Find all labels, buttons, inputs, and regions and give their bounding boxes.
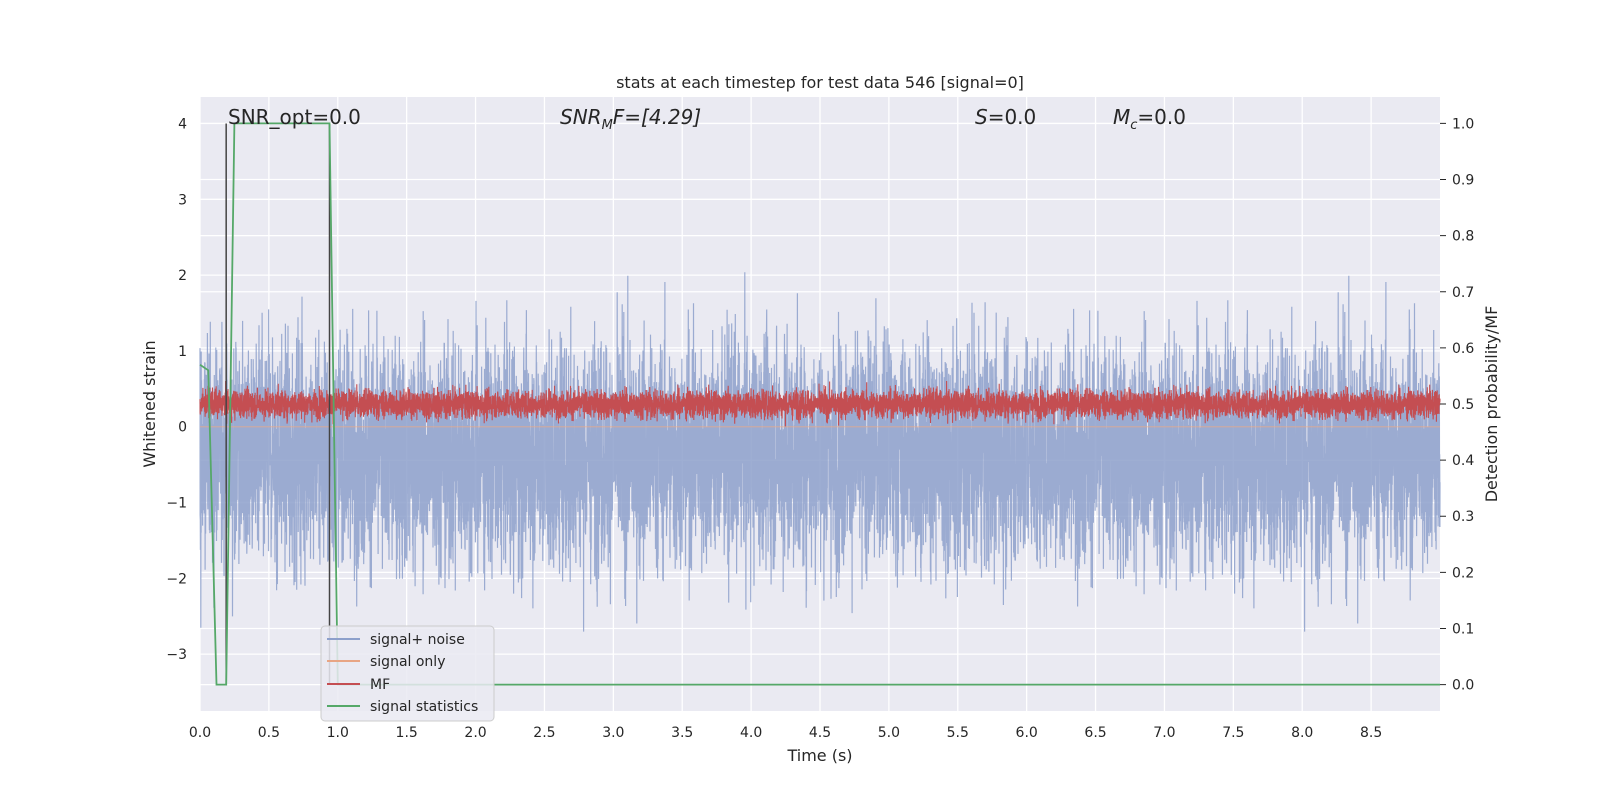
legend-box: [320, 625, 495, 722]
x-tick-label: 0.0: [189, 725, 211, 741]
y2-tick-label: 0.5: [1452, 397, 1474, 413]
legend-entry-signal-statistics: signal statistics: [370, 699, 478, 715]
y-tick-label: 2: [178, 268, 187, 284]
y2-tick-label: 0.0: [1452, 678, 1474, 694]
y2-tick-label: 0.3: [1452, 509, 1474, 525]
y-tick-label: 4: [178, 117, 187, 133]
x-tick-label: 8.5: [1360, 725, 1382, 741]
y2-tick-label: 1.0: [1452, 116, 1474, 132]
y-tick-label: −1: [166, 496, 187, 512]
annotation-s: S=0.0: [975, 105, 1036, 129]
x-tick-label: 8.0: [1291, 725, 1313, 741]
y-tick-labels: 4 3 2 1 0 −1 −2 −3: [166, 117, 187, 664]
x-tick-label: 7.5: [1222, 725, 1244, 741]
y2-tick-label: 0.7: [1452, 285, 1474, 301]
x-tick-label: 3.5: [671, 725, 693, 741]
x-tick-label: 0.5: [258, 725, 280, 741]
x-tick-label: 6.5: [1084, 725, 1106, 741]
x-tick-label: 6.0: [1016, 725, 1038, 741]
y2-tick-label: 0.8: [1452, 229, 1474, 245]
annotation-snr-mf: SNRMF=[4.29]: [560, 105, 701, 133]
annotation-snr-opt: SNR_opt=0.0: [228, 105, 361, 129]
series-mf: [199, 380, 1441, 427]
y2-tick-label: 0.1: [1452, 621, 1474, 637]
x-tick-label: 5.5: [947, 725, 969, 741]
x-tick-label: 5.0: [878, 725, 900, 741]
y2-tick-label: 0.9: [1452, 173, 1474, 189]
y-tick-label: 3: [178, 192, 187, 208]
x-tick-label: 4.0: [740, 725, 762, 741]
y-tick-label: −3: [166, 647, 187, 663]
legend-entry-signal-only: signal only: [370, 654, 445, 670]
chart-title: stats at each timestep for test data 546…: [616, 73, 1024, 92]
x-tick-label: 7.0: [1153, 725, 1175, 741]
y2-tick-label: 0.2: [1452, 565, 1474, 581]
x-tick-label: 3.0: [602, 725, 624, 741]
y-tick-label: 0: [178, 420, 187, 436]
legend: signal+ noise signal only MF signal stat…: [320, 625, 495, 722]
x-tick-label: 1.0: [327, 725, 349, 741]
y-axis-label: Whitened strain: [140, 340, 159, 467]
x-tick-label: 1.5: [396, 725, 418, 741]
x-tick-labels: 0.0 0.5 1.0 1.5 2.0 2.5 3.0 3.5 4.0 4.5 5.0 5.5 6.0 6…: [189, 725, 1382, 741]
x-tick-label: 2.5: [533, 725, 555, 741]
y-tick-label: −2: [166, 571, 187, 587]
plot-content: [199, 122, 1441, 686]
y2-tick-label: 0.6: [1452, 341, 1474, 357]
y2-tick-labels: 1.0 0.9 0.8 0.7 0.6 0.5 0.4 0.3 0.2 0.1 0.0: [1440, 116, 1474, 694]
legend-entry-mf: MF: [370, 677, 390, 693]
x-tick-label: 4.5: [809, 725, 831, 741]
legend-entry-signal-noise: signal+ noise: [370, 632, 465, 648]
annotation-mc: Mc=0.0: [1113, 105, 1186, 133]
x-tick-label: 2.0: [464, 725, 486, 741]
y2-tick-label: 0.4: [1452, 453, 1474, 469]
y-tick-label: 1: [178, 344, 187, 360]
x-axis-label: Time (s): [786, 746, 852, 765]
y2-axis-label: Detection probability/MF: [1482, 306, 1501, 503]
